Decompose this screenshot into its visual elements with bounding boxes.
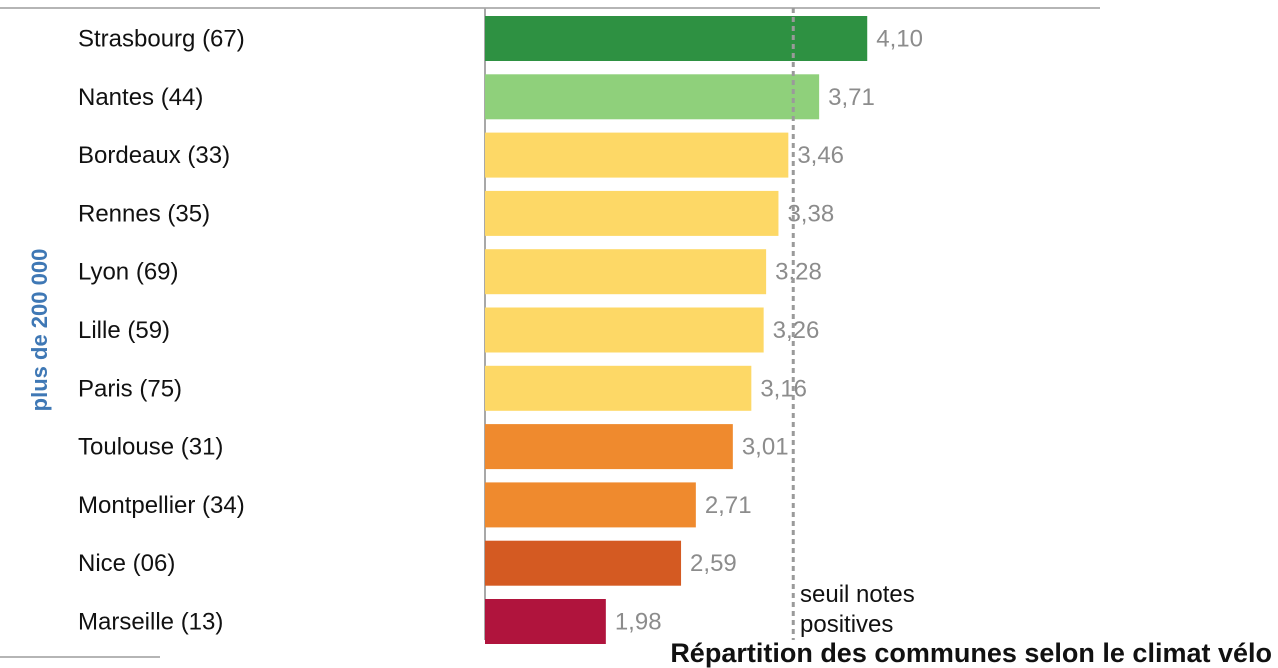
bar	[485, 74, 820, 120]
category-label: Marseille (13)	[78, 609, 223, 636]
bar	[485, 132, 789, 178]
value-label: 3,46	[797, 142, 844, 169]
value-label: 4,10	[876, 26, 923, 53]
category-label: Rennes (35)	[78, 200, 210, 227]
value-label: 2,59	[690, 550, 737, 577]
category-label: Nantes (44)	[78, 84, 203, 111]
bar	[485, 599, 606, 644]
threshold-label: seuil notes positives	[800, 581, 915, 638]
value-label: 2,71	[705, 492, 752, 519]
group-label: plus de 200 000	[27, 248, 52, 412]
bar	[485, 16, 868, 61]
category-label: Bordeaux (33)	[78, 142, 230, 169]
bar	[485, 482, 696, 528]
category-label: Strasbourg (67)	[78, 26, 245, 53]
category-label: Montpellier (34)	[78, 492, 245, 519]
category-label: Toulouse (31)	[78, 434, 223, 461]
value-label: 3,71	[828, 84, 875, 111]
value-label: 3,16	[760, 375, 807, 402]
value-label: 3,01	[742, 434, 789, 461]
value-label: 3,26	[773, 317, 820, 344]
value-label: 3,38	[787, 200, 834, 227]
bar	[485, 249, 767, 295]
category-label: Nice (06)	[78, 550, 175, 577]
bar	[485, 365, 752, 411]
bar	[485, 190, 779, 236]
value-label: 3,28	[775, 259, 822, 286]
bar	[485, 307, 764, 353]
bar	[485, 424, 733, 470]
bar	[485, 540, 682, 586]
category-label: Paris (75)	[78, 375, 182, 402]
value-label: 1,98	[615, 609, 662, 636]
category-label: Lille (59)	[78, 317, 170, 344]
chart-caption: Répartition des communes selon le climat…	[670, 638, 1272, 668]
category-label: Lyon (69)	[78, 259, 179, 286]
